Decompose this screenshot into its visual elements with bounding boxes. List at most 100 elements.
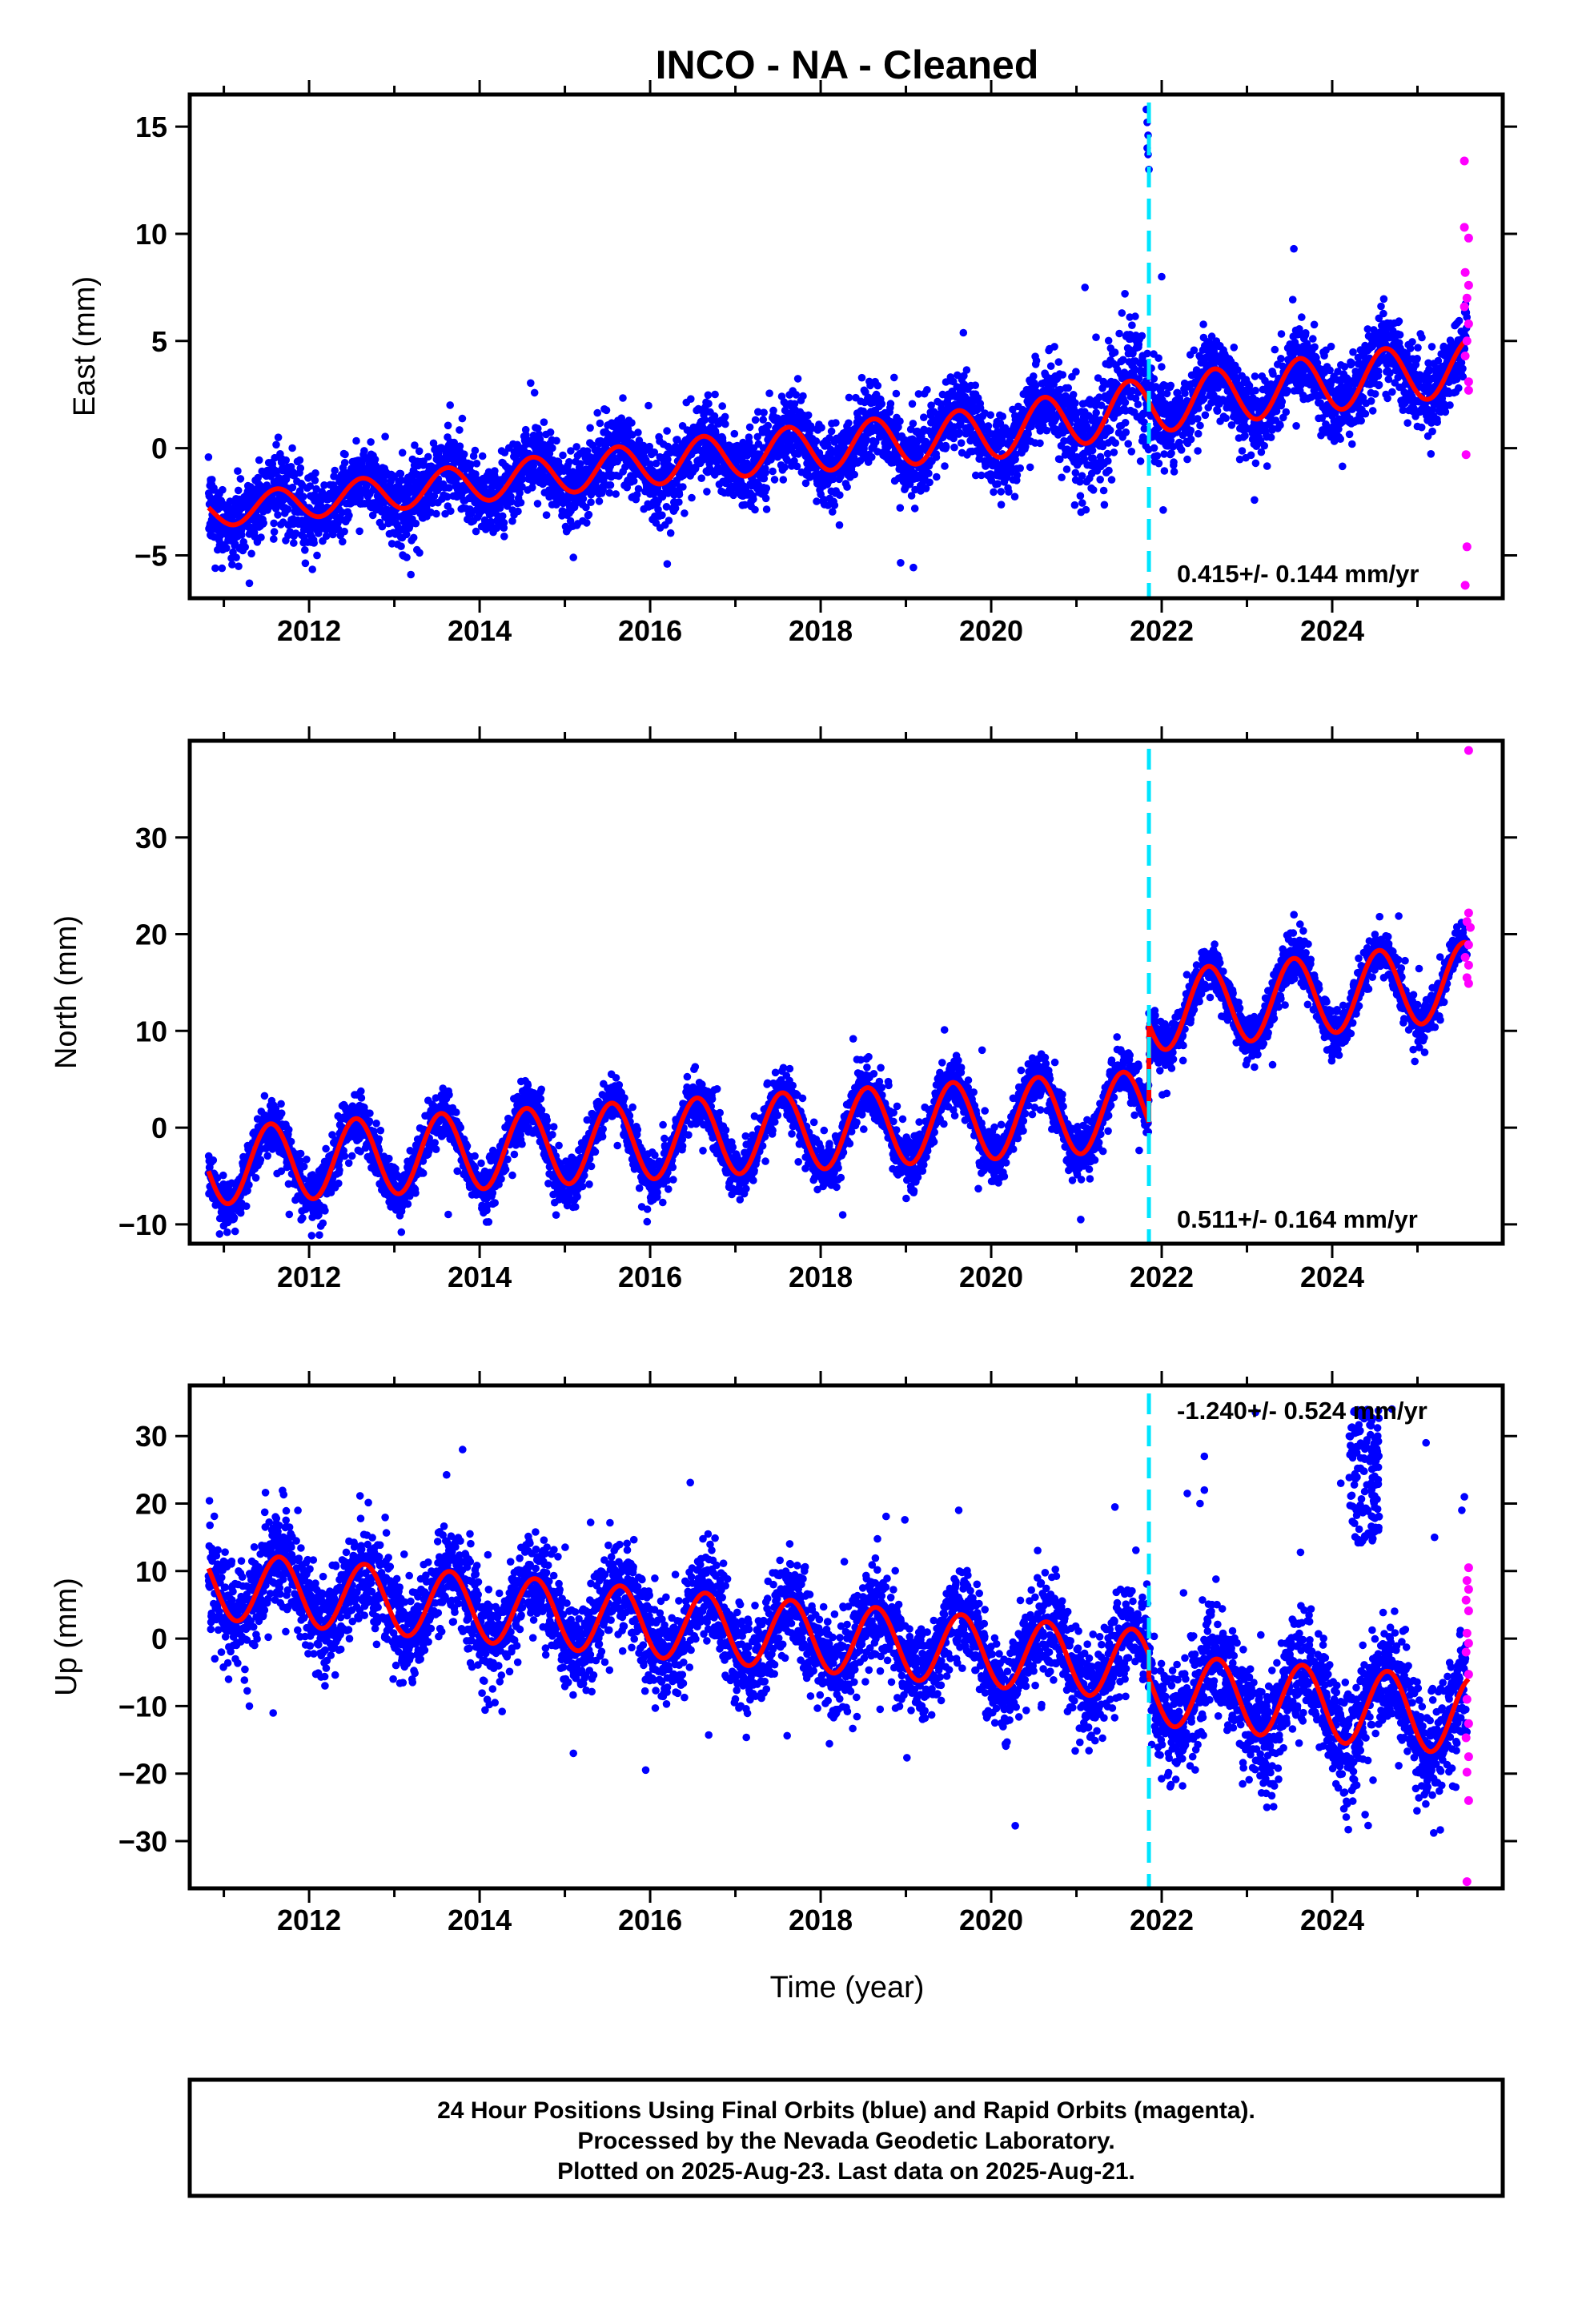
east-final-point	[1016, 464, 1024, 472]
east-final-point	[500, 519, 508, 527]
east-final-point	[232, 553, 240, 561]
east-final-point	[234, 467, 242, 475]
east-final-point	[1110, 348, 1119, 356]
east-final-point	[850, 470, 858, 479]
east-final-point	[1050, 343, 1058, 351]
east-final-point	[367, 438, 375, 446]
east-final-point	[247, 549, 255, 558]
east-final-point	[257, 533, 265, 541]
east-final-point	[241, 543, 250, 551]
east-final-point	[812, 437, 821, 445]
east-final-point	[1278, 397, 1287, 406]
east-final-point	[1092, 333, 1100, 342]
east-final-point	[1277, 355, 1285, 363]
east-final-point	[760, 408, 768, 416]
east-final-point	[1339, 462, 1347, 471]
east-final-point	[1260, 441, 1268, 450]
east-final-point	[845, 393, 853, 402]
east-final-point	[368, 511, 377, 520]
east-final-point	[1302, 329, 1310, 337]
east-final-point	[628, 419, 636, 427]
east-final-point	[379, 476, 388, 485]
east-final-point	[223, 544, 231, 553]
east-final-point	[781, 463, 789, 472]
east-final-point	[295, 456, 304, 464]
east-final-point	[1336, 435, 1344, 443]
east-final-point	[1181, 389, 1189, 398]
east-final-point	[1222, 414, 1230, 422]
east-final-point	[679, 483, 687, 491]
east-final-point	[982, 462, 990, 470]
east-final-point	[1158, 363, 1166, 371]
east-final-point	[1194, 429, 1203, 438]
east-final-point	[1311, 343, 1319, 352]
east-final-point	[306, 482, 315, 490]
east-plot-area	[204, 105, 1473, 590]
east-final-point	[322, 532, 331, 541]
east-final-point	[769, 406, 777, 415]
east-final-point	[793, 375, 802, 383]
east-final-point	[396, 469, 405, 478]
east-final-point	[345, 511, 353, 520]
east-final-point	[770, 476, 779, 484]
east-final-point	[1357, 416, 1365, 425]
east-final-point	[472, 460, 481, 468]
east-final-point	[313, 551, 321, 560]
east-final-point	[1186, 435, 1195, 444]
east-final-point	[208, 476, 216, 484]
east-final-point	[584, 510, 593, 519]
east-final-point	[1271, 345, 1279, 354]
east-final-point	[1030, 372, 1038, 380]
east-final-point	[1167, 449, 1175, 457]
east-final-point	[1070, 501, 1079, 509]
east-final-point	[378, 522, 387, 531]
east-final-point	[1103, 449, 1112, 458]
east-final-point	[1276, 421, 1284, 429]
east-final-point	[534, 424, 542, 432]
east-final-point	[487, 517, 495, 526]
east-final-point	[596, 419, 604, 428]
east-final-point	[1058, 371, 1067, 379]
east-final-point	[471, 446, 480, 455]
east-final-point	[548, 444, 556, 452]
east-final-point	[1024, 430, 1032, 438]
east-final-point	[1177, 446, 1186, 454]
east-final-point	[1036, 439, 1044, 448]
east-final-point	[701, 416, 709, 424]
east-final-point	[1154, 354, 1162, 363]
east-final-point	[218, 564, 227, 573]
east-final-point	[721, 412, 729, 421]
east-final-point	[681, 509, 689, 517]
east-final-point	[445, 484, 453, 492]
east-final-point	[711, 390, 719, 399]
east-final-point	[291, 529, 300, 537]
east-final-point	[1124, 440, 1132, 448]
east-final-point	[1361, 409, 1370, 418]
east-final-point	[565, 458, 573, 466]
east-final-point	[703, 488, 711, 496]
east-final-point	[836, 491, 844, 499]
east-final-point	[552, 436, 560, 445]
east-final-point	[1042, 426, 1051, 435]
east-final-point	[804, 411, 813, 420]
east-final-point	[666, 529, 675, 537]
east-final-point	[274, 511, 282, 519]
east-final-point	[845, 419, 853, 428]
east-final-point	[835, 521, 844, 529]
east-final-point	[1213, 407, 1222, 415]
east-final-orbit-points	[204, 105, 1471, 588]
east-final-point	[1121, 290, 1129, 298]
east-final-point	[1251, 372, 1259, 380]
east-final-point	[331, 466, 339, 475]
east-final-point	[341, 450, 349, 459]
east-final-point	[446, 401, 454, 409]
east-final-point	[762, 505, 771, 513]
east-final-point	[1238, 447, 1247, 455]
east-final-point	[1115, 329, 1123, 338]
east-final-point	[830, 501, 839, 509]
east-final-point	[398, 448, 407, 457]
east-final-point	[1082, 505, 1090, 514]
east-final-point	[472, 470, 480, 478]
east-final-point	[1153, 452, 1162, 460]
east-final-point	[299, 493, 307, 501]
